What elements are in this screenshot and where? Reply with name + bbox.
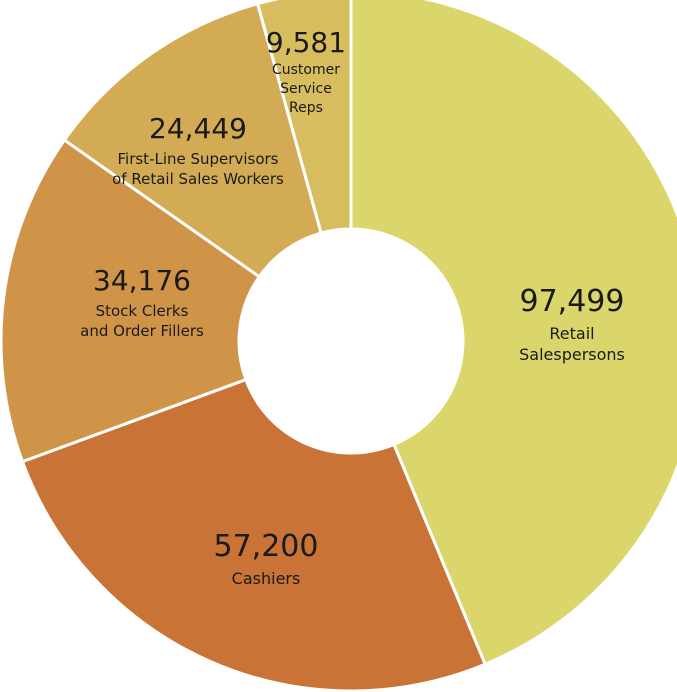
slice-0 (349, 0, 677, 667)
labels-group: 97,499 Retail Salespersons 57,200 Cashiers 34… (80, 26, 625, 588)
slice-category-label: Salespersons (519, 345, 625, 364)
slice-category-label: Reps (289, 100, 323, 116)
slice-category-label: Customer (272, 62, 340, 78)
slice-4 (255, 0, 353, 235)
slice-category-label: of Retail Sales Workers (112, 170, 284, 188)
slice-category-label: Retail (549, 324, 594, 343)
slice-category-label: First-Line Supervisors (118, 150, 279, 168)
slice-value-label: 9,581 (266, 26, 346, 59)
slice-category-label: and Order Fillers (80, 322, 204, 340)
slice-value-label: 34,176 (93, 264, 191, 297)
slice-category-label: Service (280, 81, 332, 97)
slice-value-label: 97,499 (520, 284, 625, 319)
slice-category-label: Stock Clerks (96, 302, 189, 320)
slice-3 (62, 1, 323, 279)
slice-category-label: Cashiers (232, 569, 301, 588)
slice-2 (0, 137, 262, 464)
slice-value-label: 57,200 (214, 529, 319, 564)
slice-value-label: 24,449 (149, 112, 247, 145)
slice-1 (20, 377, 488, 692)
